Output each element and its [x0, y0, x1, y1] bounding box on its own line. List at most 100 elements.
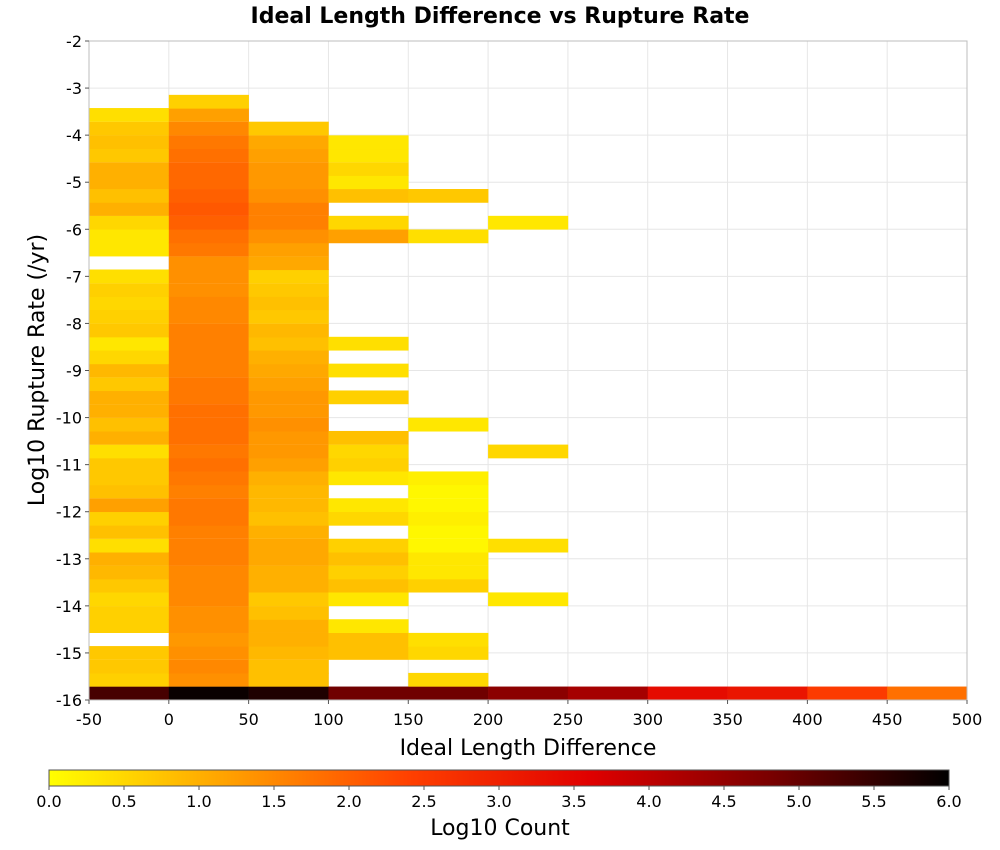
heatmap-cell: [248, 619, 329, 633]
heatmap-cell: [168, 323, 249, 338]
heatmap-cell: [408, 525, 489, 539]
heatmap-cell: [408, 229, 489, 244]
heatmap-cell: [248, 350, 329, 365]
heatmap-cell: [89, 672, 170, 687]
heatmap-cell: [168, 94, 249, 109]
heatmap-cell: [168, 619, 249, 633]
heatmap-cell: [168, 189, 249, 203]
heatmap-cell: [408, 511, 489, 526]
heatmap-cell: [89, 296, 170, 311]
y-axis-ticks: -2 -3 -4 -5 -6 -7 -8 -9 -10 -11 -12 -13 -14 -15 -16: [56, 32, 89, 710]
heatmap-cell: [488, 444, 569, 459]
heatmap-cell: [408, 551, 489, 566]
heatmap-cell: [168, 148, 249, 163]
heatmap-cell: [89, 686, 170, 701]
heatmap-cell: [248, 363, 329, 378]
heatmap-cell: [168, 672, 249, 687]
heatmap-cell: [89, 619, 170, 633]
heatmap-cell: [89, 202, 170, 216]
x-tick-label: 150: [393, 710, 424, 729]
heatmap-cell: [328, 148, 409, 163]
y-tick-label: -14: [56, 597, 82, 616]
heatmap-cell: [89, 215, 170, 230]
heatmap-cell: [89, 148, 170, 163]
heatmap-cell: [248, 390, 329, 405]
heatmap-cell: [168, 686, 249, 701]
heatmap-cell: [328, 336, 409, 351]
y-tick-label: -16: [56, 691, 82, 710]
heatmap-cell: [248, 269, 329, 284]
heatmap-cell: [168, 606, 249, 620]
colorbar-tick-label: 0.5: [111, 792, 136, 811]
heatmap-cell: [168, 121, 249, 136]
heatmap-cell: [168, 350, 249, 365]
x-tick-label: 50: [238, 710, 258, 729]
heatmap-cell: [89, 283, 170, 297]
heatmap-cell: [168, 269, 249, 284]
heatmap-cell: [89, 309, 170, 324]
y-tick-label: -10: [56, 409, 82, 428]
heatmap-cell: [408, 672, 489, 687]
heatmap-cell: [248, 309, 329, 324]
y-tick-label: -4: [66, 126, 82, 145]
colorbar-tick-label: 4.0: [636, 792, 661, 811]
heatmap-cell: [89, 242, 170, 257]
heatmap-cell: [328, 498, 409, 513]
colorbar-tick-label: 3.5: [561, 792, 586, 811]
heatmap-cell: [168, 135, 249, 150]
x-axis-ticks: -50 0 50 100 150 200 250 300 350 400 450 500: [76, 700, 982, 729]
x-tick-label: 500: [952, 710, 983, 729]
y-tick-label: -7: [66, 267, 82, 286]
heatmap-cell: [408, 686, 489, 701]
heatmap-cell: [248, 565, 329, 580]
heatmap-cell: [408, 578, 489, 593]
x-tick-label: -50: [76, 710, 102, 729]
heatmap-cell: [89, 457, 170, 472]
heatmap-cell: [408, 498, 489, 513]
colorbar-ticks: 0.0 0.5 1.0 1.5 2.0 2.5 3.0 3.5 4.0 4.5 5.0 5.5 6.0: [36, 786, 962, 811]
heatmap-cell: [248, 672, 329, 687]
heatmap-cell: [168, 309, 249, 324]
heatmap-cell: [168, 377, 249, 392]
colorbar-tick-label: 3.0: [486, 792, 511, 811]
heatmap-cell: [328, 538, 409, 553]
colorbar-tick-label: 6.0: [936, 792, 961, 811]
heatmap-cell: [89, 229, 170, 244]
heatmap-cell: [248, 430, 329, 445]
heatmap-cell: [248, 404, 329, 418]
colorbar-tick-label: 4.5: [711, 792, 736, 811]
heatmap-cell: [168, 242, 249, 257]
heatmap-cell: [328, 646, 409, 660]
y-tick-label: -6: [66, 220, 82, 239]
heatmap-cell: [647, 686, 728, 701]
heatmap-cell: [248, 175, 329, 190]
y-tick-label: -9: [66, 362, 82, 381]
heatmap-cell: [168, 551, 249, 566]
heatmap-cell: [248, 498, 329, 513]
colorbar-tick-label: 0.0: [36, 792, 61, 811]
heatmap-cell: [248, 525, 329, 539]
x-tick-label: 350: [712, 710, 743, 729]
heatmap-cell: [168, 484, 249, 499]
heatmap-cell: [248, 457, 329, 472]
heatmap-cell: [328, 619, 409, 633]
heatmap-cell: [328, 457, 409, 472]
heatmap-cell: [488, 538, 569, 553]
heatmap-cell: [408, 189, 489, 203]
heatmap-cell: [89, 538, 170, 553]
heatmap-cell: [248, 229, 329, 244]
heatmap-cell: [89, 430, 170, 445]
heatmap-cell: [328, 565, 409, 580]
heatmap-cell: [168, 296, 249, 311]
heatmap-cell: [248, 162, 329, 176]
heatmap-cell: [248, 511, 329, 526]
heatmap-cell: [168, 390, 249, 405]
colorbar: [48, 769, 950, 787]
heatmap-cell: [248, 632, 329, 647]
heatmap-cell: [248, 336, 329, 351]
heatmap-cell: [89, 484, 170, 499]
heatmap-cell: [328, 229, 409, 244]
heatmap-cell: [89, 162, 170, 176]
heatmap-cell: [248, 686, 329, 701]
heatmap-cell: [248, 283, 329, 297]
